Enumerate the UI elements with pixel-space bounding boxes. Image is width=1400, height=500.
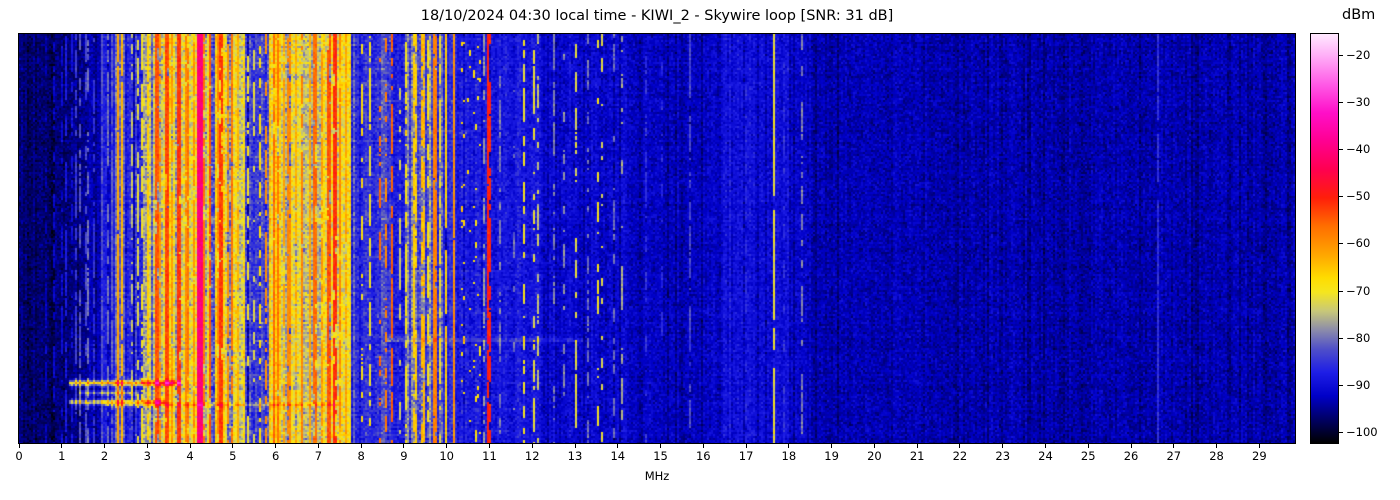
x-axis-tick-label: 14	[610, 449, 626, 463]
x-axis-tick	[531, 444, 533, 448]
x-axis-tick-label: 26	[1123, 449, 1139, 463]
x-axis-tick-label: 1	[58, 449, 66, 463]
x-axis-tick-label: 23	[995, 449, 1011, 463]
x-axis-tick	[1258, 444, 1260, 448]
x-axis-tick	[1173, 444, 1175, 448]
colorbar-tick-label: −70	[1346, 283, 1371, 298]
x-axis-tick-label: 7	[314, 449, 323, 463]
x-axis-tick-label: 16	[695, 449, 711, 463]
x-axis-tick-label: 18	[781, 449, 797, 463]
x-axis-tick	[745, 444, 747, 448]
x-axis-tick	[18, 444, 20, 448]
x-axis-tick	[574, 444, 576, 448]
colorbar-tick	[1339, 432, 1343, 434]
x-axis-tick	[189, 444, 191, 448]
x-axis-tick-label: 5	[229, 449, 237, 463]
colorbar-tick	[1339, 290, 1343, 292]
colorbar-tick-label: −40	[1346, 142, 1371, 157]
x-axis-tick-label: 29	[1252, 449, 1267, 463]
x-axis-tick	[61, 444, 63, 448]
x-axis-tick	[1130, 444, 1132, 448]
x-axis-tick	[104, 444, 106, 448]
x-axis-tick-label: 28	[1209, 449, 1224, 463]
colorbar-tick-label: −100	[1346, 425, 1378, 440]
x-axis-tick-label: 6	[271, 449, 280, 463]
colorbar-tick-label: −90	[1346, 377, 1371, 392]
x-axis-tick-label: 4	[186, 449, 194, 463]
x-axis-tick-label: 27	[1166, 449, 1182, 463]
colorbar-tick-label: −80	[1346, 330, 1371, 345]
x-axis-tick	[317, 444, 319, 448]
colorbar-title: dBm	[1342, 7, 1376, 23]
x-axis-tick-label: 8	[357, 449, 365, 463]
x-axis-tick-label: 24	[1038, 449, 1053, 463]
x-axis-tick-label: 20	[867, 449, 882, 463]
colorbar-tick-label: −20	[1346, 47, 1371, 62]
colorbar-tick-label: −50	[1346, 189, 1371, 204]
x-axis-tick	[788, 444, 790, 448]
x-axis-tick	[1087, 444, 1089, 448]
colorbar-tick	[1339, 337, 1343, 339]
x-axis-tick-label: 3	[143, 449, 151, 463]
colorbar	[1310, 33, 1339, 444]
colorbar-tick	[1339, 149, 1343, 151]
x-axis-tick	[403, 444, 405, 448]
x-axis-tick	[488, 444, 490, 448]
colorbar-tick	[1339, 54, 1343, 56]
x-axis-tick	[873, 444, 875, 448]
x-axis-tick	[702, 444, 704, 448]
x-axis-tick	[146, 444, 148, 448]
x-axis-tick	[1216, 444, 1218, 448]
colorbar-tick-label: −60	[1346, 236, 1371, 251]
x-axis-tick	[617, 444, 619, 448]
figure-title: 18/10/2024 04:30 local time - KIWI_2 - S…	[420, 8, 894, 24]
x-axis-tick-label: 13	[567, 449, 583, 463]
spectrogram-canvas	[19, 34, 1295, 443]
x-axis-tick-label: 15	[653, 449, 668, 463]
x-axis-tick	[660, 444, 662, 448]
x-axis-tick-label: 12	[524, 449, 540, 463]
x-axis-tick-label: 11	[482, 449, 497, 463]
x-axis-tick-label: 10	[439, 449, 454, 463]
colorbar-tick	[1339, 101, 1343, 103]
x-axis-tick	[831, 444, 833, 448]
x-axis-tick-label: 19	[824, 449, 839, 463]
x-axis-tick	[916, 444, 918, 448]
x-axis-tick-label: 0	[15, 449, 23, 463]
x-axis-tick	[232, 444, 234, 448]
colorbar-tick-label: −30	[1346, 94, 1371, 109]
colorbar-tick	[1339, 196, 1343, 198]
x-axis-tick	[1002, 444, 1004, 448]
colorbar-tick	[1339, 384, 1343, 386]
x-axis-tick	[360, 444, 362, 448]
x-axis-tick-label: 22	[952, 449, 968, 463]
colorbar-tick	[1339, 243, 1343, 245]
x-axis-tick-label: 17	[738, 449, 754, 463]
x-axis-tick-label: 2	[100, 449, 109, 463]
x-axis-tick	[446, 444, 448, 448]
x-axis-tick	[275, 444, 277, 448]
x-axis-tick	[959, 444, 961, 448]
x-axis-tick-label: 21	[909, 449, 925, 463]
x-axis-tick-label: 9	[400, 449, 408, 463]
x-axis-tick	[1044, 444, 1046, 448]
x-axis-tick-label: 25	[1080, 449, 1096, 463]
x-axis-label: MHz	[644, 469, 670, 483]
